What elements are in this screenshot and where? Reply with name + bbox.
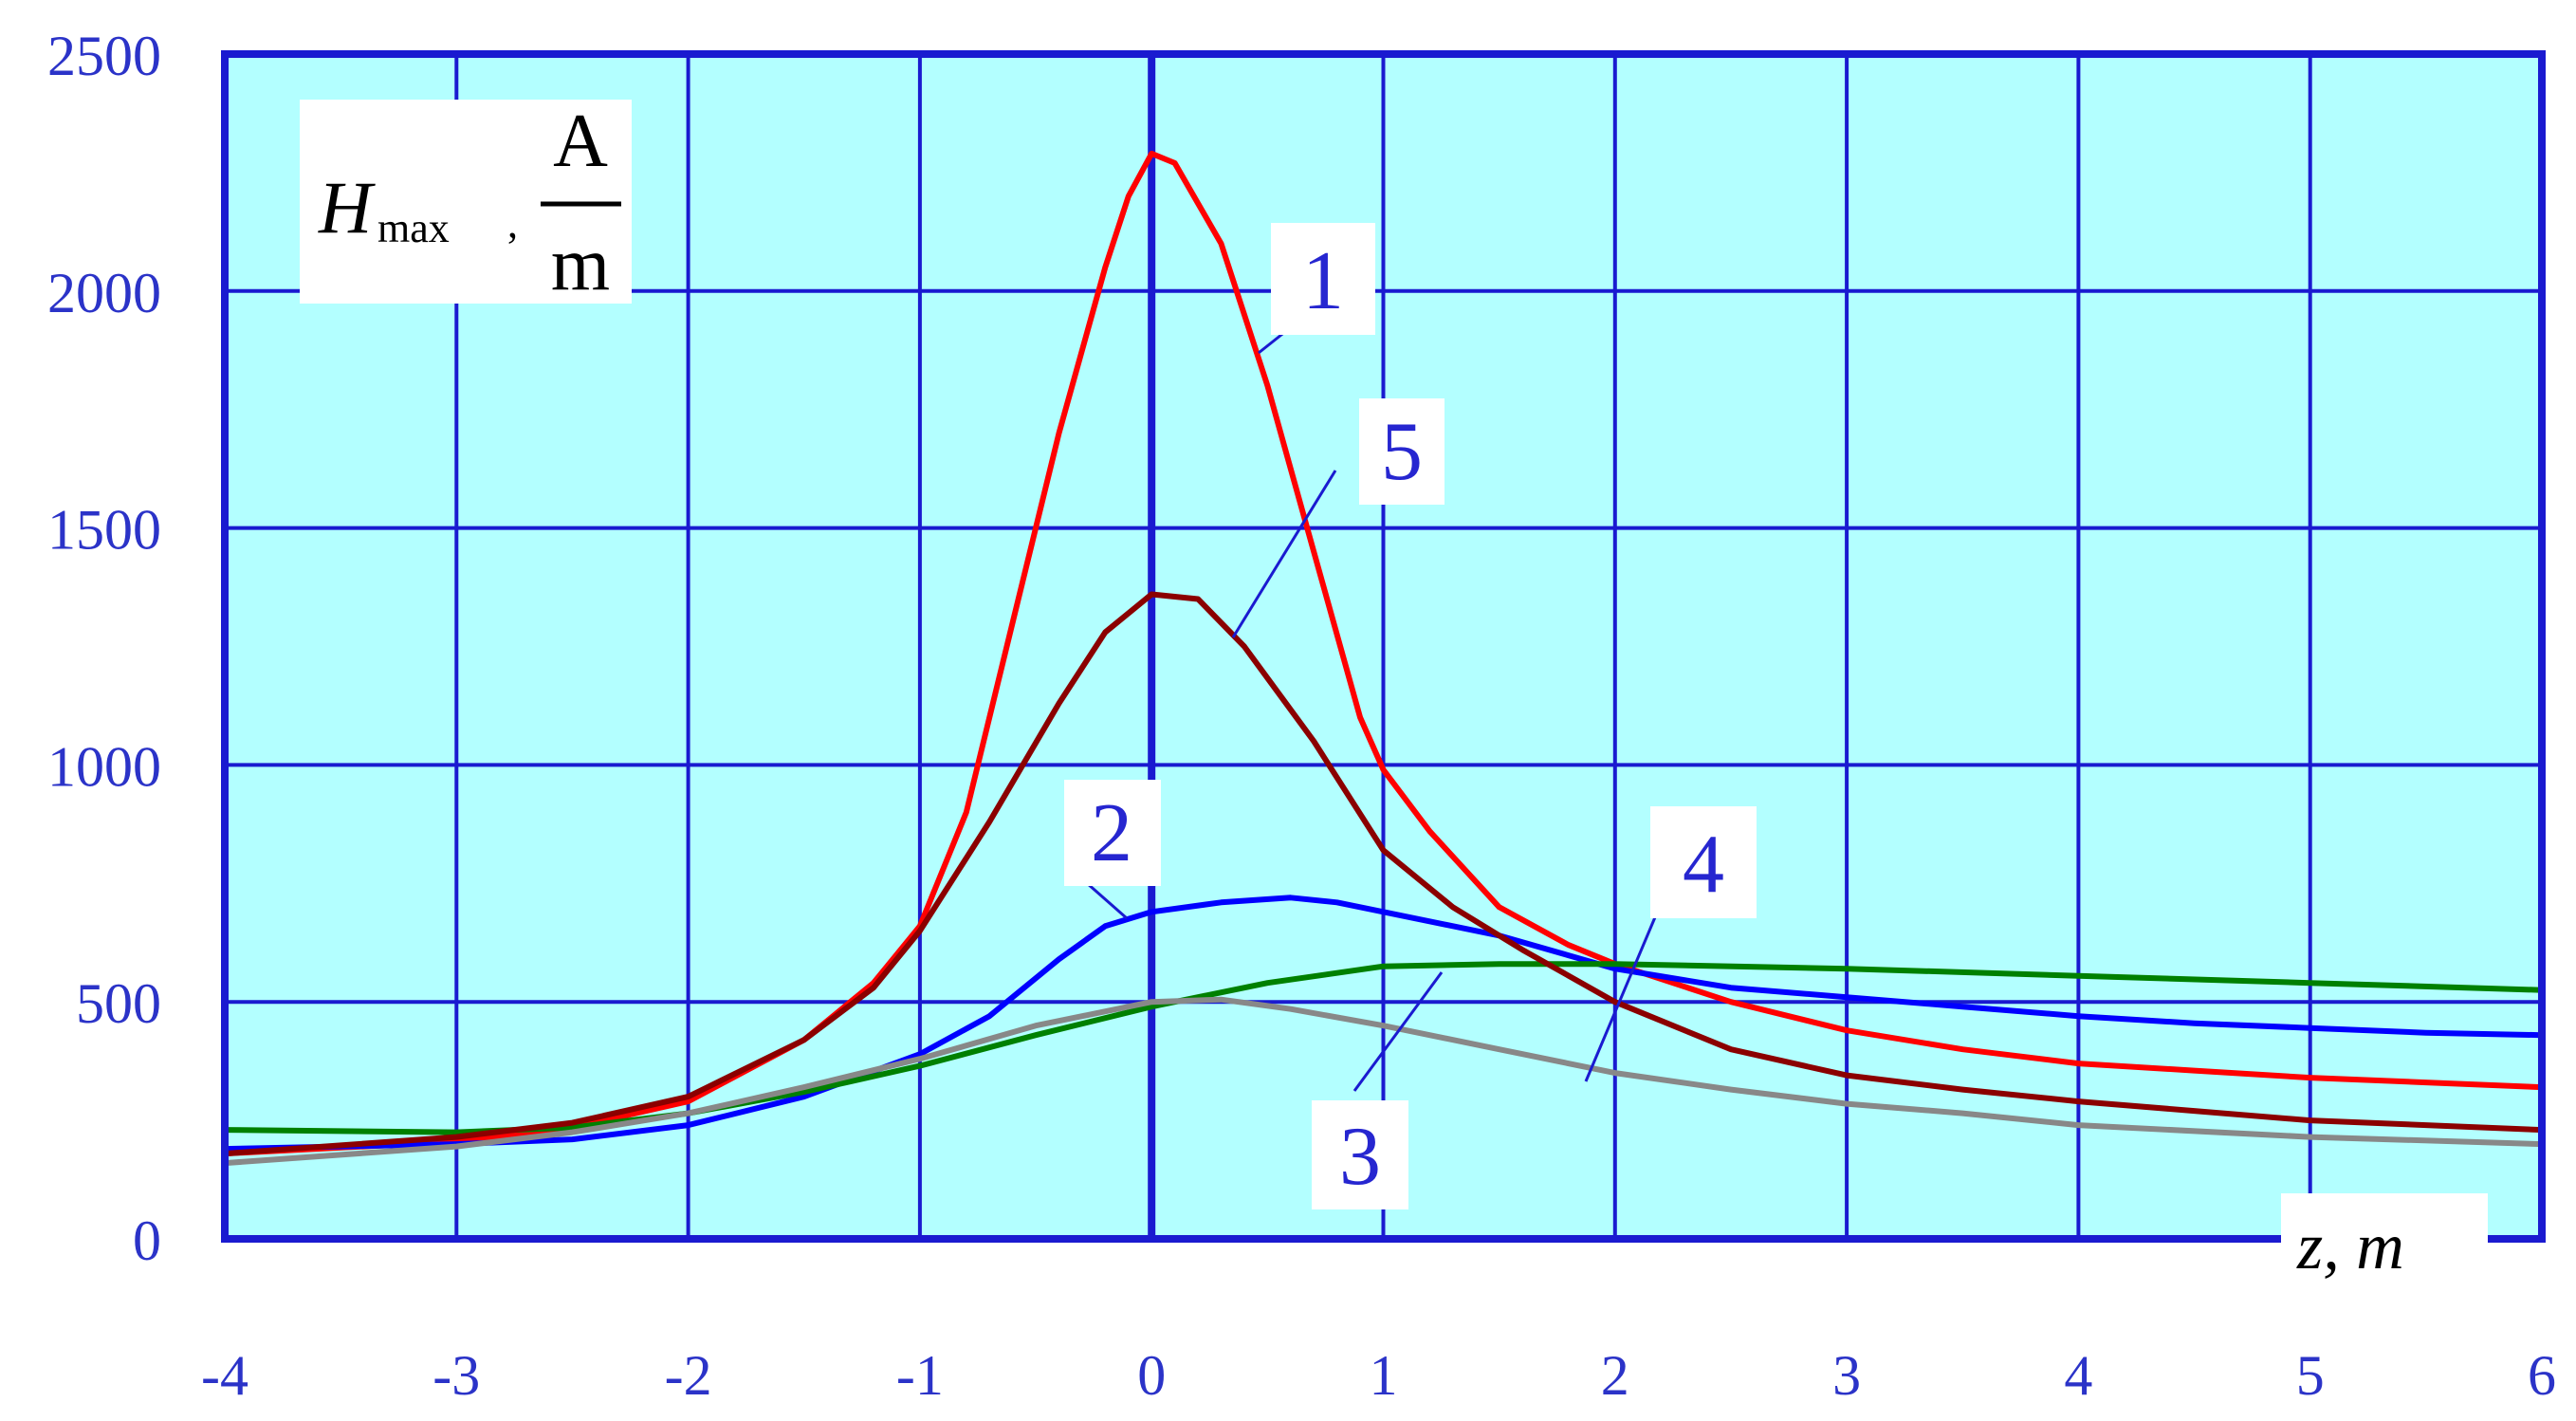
x-axis-label: z, m	[2281, 1193, 2488, 1298]
x-tick-label: 1	[1370, 1344, 1398, 1407]
x-tick-label: 2	[1601, 1344, 1629, 1407]
curve-3-leader-line	[1352, 971, 1444, 1092]
data-curves	[224, 150, 2543, 1167]
x-tick-label: 5	[2296, 1344, 2325, 1407]
y-axis-separator: ,	[507, 200, 518, 247]
curve-1-label: 1	[1302, 235, 1344, 327]
y-tick-label: 1000	[47, 735, 161, 798]
series-4-line	[224, 996, 2543, 1167]
x-tick-label: -2	[665, 1344, 712, 1407]
x-tick-label: 0	[1137, 1344, 1166, 1407]
curve-labels: 15 2 4 3	[1064, 223, 1757, 1209]
x-tick-label: -1	[896, 1344, 944, 1407]
y-axis-unit-numerator: A	[553, 100, 608, 183]
curve-3-label-box	[1312, 1100, 1408, 1209]
series-1-line	[224, 150, 2543, 1157]
y-tick-label: 0	[133, 1209, 161, 1272]
curve-2-label-box	[1064, 780, 1161, 886]
curve-4-label: 4	[1683, 819, 1724, 911]
curve-1-label-box	[1271, 223, 1375, 335]
curve-2-label: 2	[1091, 787, 1132, 879]
y-tick-labels: 0 500 1000 1500 2000 2500	[47, 25, 161, 1272]
x-tick-label: 3	[1832, 1344, 1861, 1407]
y-tick-label: 2000	[47, 262, 161, 324]
curve-4-label-box	[1650, 806, 1757, 918]
y-axis-symbol: H	[318, 166, 376, 249]
curve-5-label: 5	[1381, 406, 1423, 498]
x-tick-label: -3	[432, 1344, 480, 1407]
y-axis-unit-denominator: m	[551, 223, 610, 306]
curve-4-leader-line	[1584, 898, 1665, 1082]
y-tick-label: 2500	[47, 25, 161, 87]
y-axis-subscript: max	[377, 205, 450, 251]
y-axis-label: H max , A m	[300, 100, 632, 306]
x-tick-label: 6	[2528, 1344, 2556, 1407]
curve-5-leader-line	[1231, 470, 1337, 638]
x-axis-label-text: z, m	[2296, 1210, 2404, 1283]
y-tick-label: 500	[76, 972, 161, 1035]
curve-5-label-box	[1359, 398, 1444, 505]
plot-frame	[221, 50, 2546, 1243]
x-tick-labels: -4 -3 -2 -1 0 1 2 3 4 5 6	[201, 1344, 2556, 1407]
curve-3-label: 3	[1339, 1111, 1381, 1203]
x-tick-label: -4	[201, 1344, 248, 1407]
x-tick-label: 4	[2064, 1344, 2092, 1407]
series-5-line	[224, 591, 2543, 1157]
series-2-line	[224, 895, 2543, 1153]
y-tick-label: 1500	[47, 499, 161, 562]
